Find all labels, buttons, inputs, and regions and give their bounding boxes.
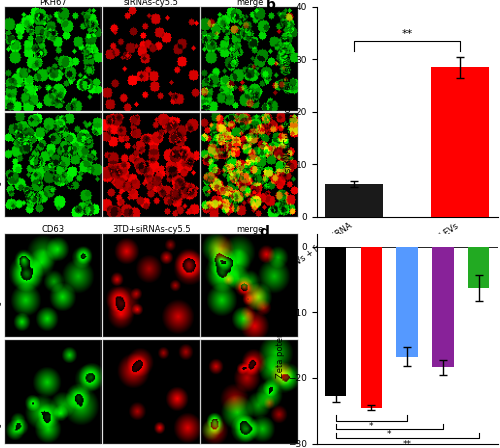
Title: CD63: CD63	[42, 224, 64, 233]
Bar	[431, 67, 490, 217]
Y-axis label: EVs + free siRNA: EVs + free siRNA	[0, 26, 2, 91]
Bar	[432, 247, 454, 367]
Title: siRNAs-cy5.5: siRNAs-cy5.5	[124, 0, 179, 7]
Y-axis label: engineered EVs+RNase: engineered EVs+RNase	[0, 346, 2, 437]
Title: merge: merge	[236, 224, 264, 233]
Y-axis label: engineered EVs: engineered EVs	[0, 135, 2, 194]
Bar	[396, 247, 418, 357]
Text: d: d	[259, 225, 269, 239]
Bar	[468, 247, 489, 289]
Title: 3TD+siRNAs-cy5.5: 3TD+siRNAs-cy5.5	[112, 224, 190, 233]
Text: b: b	[266, 0, 276, 12]
Y-axis label: engineered EVs: engineered EVs	[0, 256, 2, 315]
Y-axis label: Zeta potential(mV): Zeta potential(mV)	[276, 298, 285, 379]
Bar	[325, 247, 346, 396]
Bar	[360, 247, 382, 408]
Text: **: **	[402, 29, 413, 39]
Bar	[325, 184, 384, 217]
Text: *: *	[369, 422, 374, 431]
Y-axis label: siRNA-Cy5.5 positive EVs(%): siRNA-Cy5.5 positive EVs(%)	[284, 52, 293, 172]
Text: *: *	[387, 431, 392, 439]
Text: **: **	[402, 439, 411, 448]
Title: merge: merge	[236, 0, 264, 7]
Title: PKH67: PKH67	[40, 0, 67, 7]
